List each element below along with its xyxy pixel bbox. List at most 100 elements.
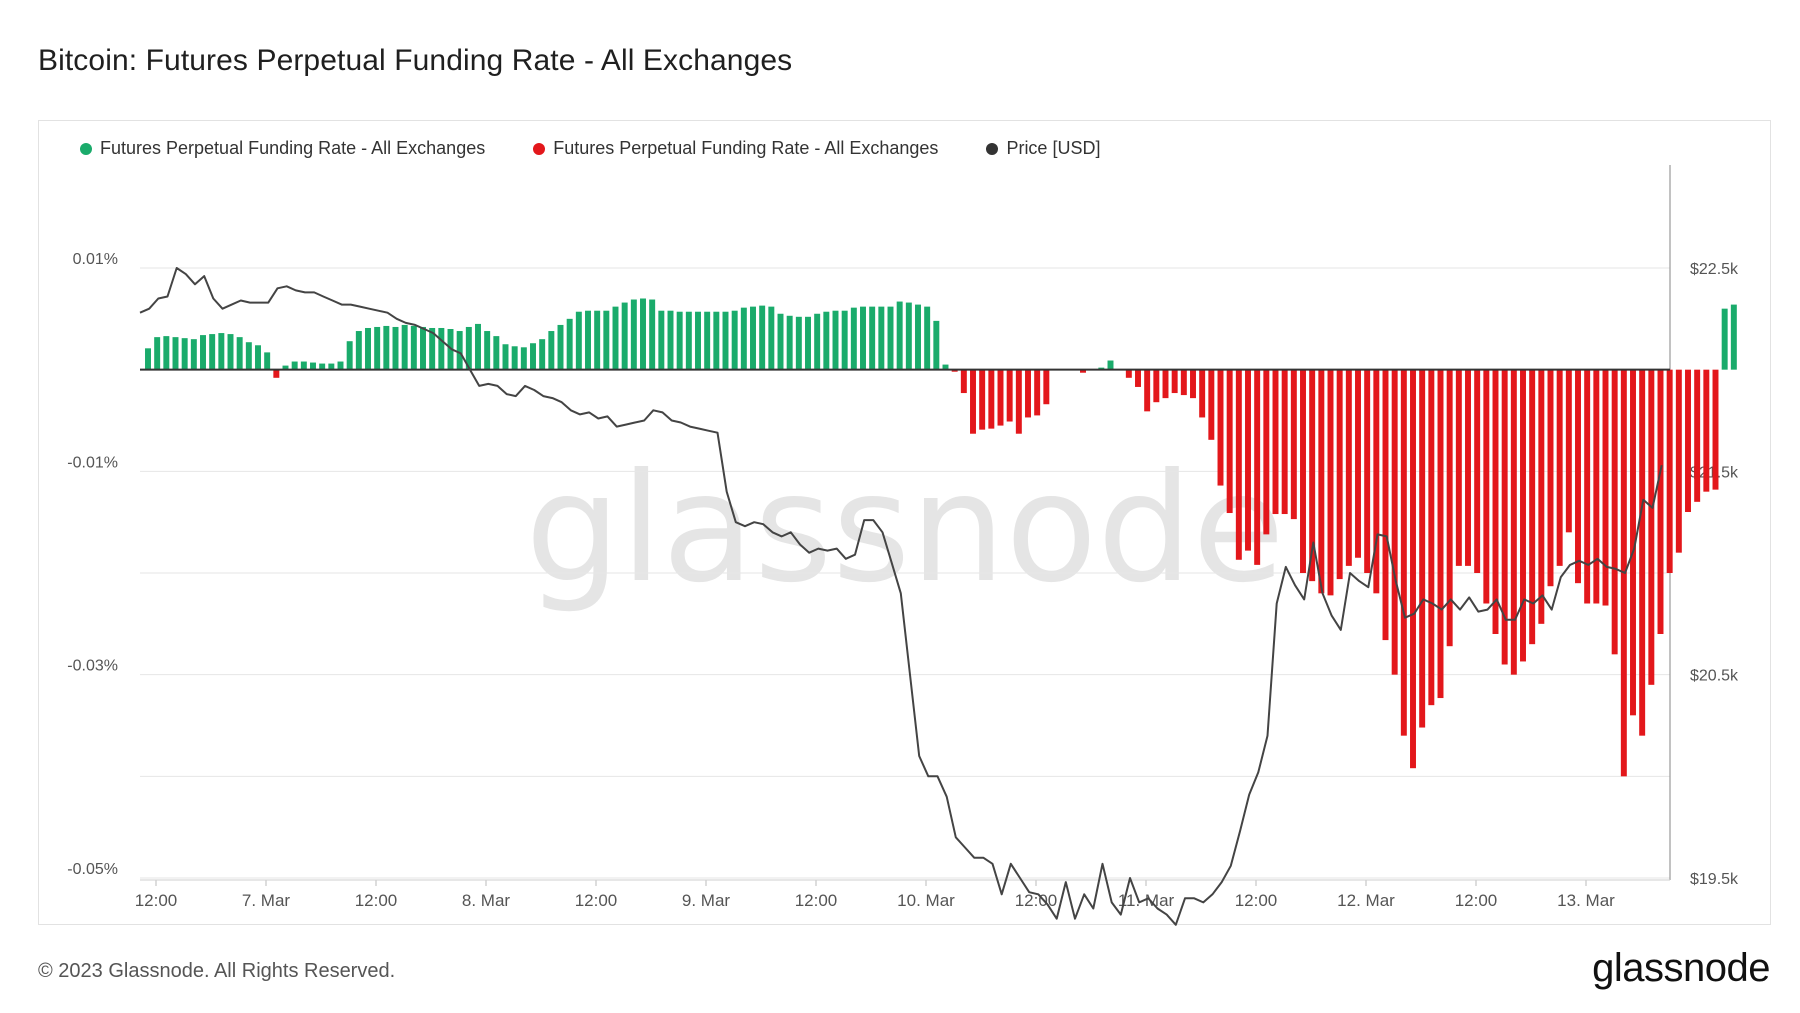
funding-bar-66 [750, 306, 756, 370]
legend-item-funding-positive[interactable]: Futures Perpetual Funding Rate - All Exc… [80, 138, 485, 159]
funding-bar-112 [1171, 369, 1178, 394]
watermark-text: glassnode [525, 442, 1284, 616]
funding-bar-17 [300, 361, 307, 370]
page-title: Bitcoin: Futures Perpetual Funding Rate … [38, 44, 793, 77]
funding-bar-121 [1254, 369, 1261, 565]
funding-bar-61 [704, 311, 711, 370]
footer-copyright: © 2023 Glassnode. All Rights Reserved. [38, 960, 396, 982]
funding-bar-73 [814, 313, 821, 370]
funding-bar-64 [731, 310, 738, 370]
y-right-tick-label-0: $22.5k [1690, 261, 1739, 278]
funding-bar-31 [429, 327, 436, 370]
legend-item-funding-negative[interactable]: Futures Perpetual Funding Rate - All Exc… [533, 138, 938, 159]
x-tick-label-2: 12:00 [355, 891, 398, 910]
funding-bar-80 [878, 306, 885, 370]
funding-bar-155 [1565, 369, 1572, 533]
funding-bar-134 [1373, 369, 1380, 594]
funding-bar-149 [1510, 369, 1517, 675]
funding-bar-114 [1190, 369, 1196, 399]
footer-logo: glassnode [1592, 946, 1770, 990]
funding-bar-137 [1400, 369, 1407, 736]
funding-bar-41 [520, 347, 527, 370]
y-left-tick-label-3: -0.05% [67, 861, 118, 878]
funding-bar-85 [924, 306, 931, 370]
chart-legend: Futures Perpetual Funding Rate - All Exc… [80, 138, 1100, 159]
legend-item-price[interactable]: Price [USD] [986, 138, 1100, 159]
funding-bar-170 [1703, 369, 1710, 492]
funding-bar-120 [1245, 369, 1251, 551]
chart-frame [38, 120, 1771, 925]
funding-bar-82 [896, 301, 903, 370]
funding-bar-131 [1345, 369, 1352, 566]
funding-bar-105 [1107, 360, 1114, 370]
funding-bar-157 [1584, 369, 1591, 604]
funding-bar-79 [869, 306, 876, 370]
funding-bar-126 [1300, 369, 1306, 573]
funding-bar-28 [401, 324, 408, 370]
funding-bar-59 [685, 311, 692, 370]
x-tick-label-4: 12:00 [575, 891, 618, 910]
funding-bar-70 [786, 315, 793, 370]
legend-dot-negative [533, 142, 546, 155]
legend-dot-price [986, 142, 999, 155]
funding-bar-84 [915, 304, 921, 370]
funding-bar-140 [1428, 369, 1435, 706]
funding-bar-16 [291, 361, 298, 370]
funding-bar-147 [1492, 369, 1499, 634]
funding-bar-153 [1547, 369, 1554, 587]
funding-bar-91 [979, 369, 986, 430]
funding-bar-19 [319, 363, 326, 370]
x-tick-label-7: 10. Mar [897, 891, 955, 910]
funding-bar-76 [841, 310, 848, 370]
funding-bar-165 [1657, 369, 1664, 634]
funding-bar-168 [1685, 369, 1691, 512]
legend-label-positive: Futures Perpetual Funding Rate - All Exc… [100, 138, 486, 158]
funding-bar-88 [951, 369, 958, 372]
funding-bar-69 [777, 313, 784, 370]
funding-bar-44 [548, 331, 555, 370]
funding-bar-46 [566, 318, 573, 370]
y-left-tick-label-1: -0.01% [67, 454, 118, 471]
funding-bar-24 [365, 327, 371, 370]
funding-bar-104 [1098, 367, 1105, 370]
funding-bar-145 [1474, 369, 1481, 573]
x-tick-label-11: 12. Mar [1337, 891, 1395, 910]
funding-bar-34 [456, 331, 463, 370]
funding-bar-152 [1538, 369, 1545, 624]
legend-label-price: Price [USD] [1006, 138, 1101, 158]
funding-bar-11 [245, 342, 252, 370]
funding-bar-62 [713, 311, 720, 370]
funding-bar-141 [1437, 369, 1444, 699]
funding-bar-94 [1006, 369, 1013, 422]
x-tick-label-1: 7. Mar [242, 891, 291, 910]
x-tick-label-0: 12:00 [135, 891, 178, 910]
funding-bar-158 [1593, 369, 1600, 604]
funding-bar-163 [1639, 369, 1646, 736]
funding-bar-150 [1520, 369, 1526, 662]
funding-bar-49 [594, 310, 601, 370]
funding-bar-107 [1125, 369, 1132, 378]
funding-bar-26 [383, 325, 390, 370]
funding-bar-8 [218, 333, 225, 370]
funding-bar-30 [420, 326, 426, 370]
funding-bar-75 [832, 310, 839, 370]
funding-bar-0 [145, 348, 151, 370]
funding-bar-58 [676, 311, 683, 370]
funding-bar-110 [1153, 369, 1160, 403]
funding-bar-151 [1529, 369, 1536, 645]
funding-bar-118 [1226, 369, 1233, 514]
funding-bar-111 [1162, 369, 1169, 399]
funding-bar-42 [530, 343, 536, 370]
funding-bar-109 [1144, 369, 1151, 412]
funding-bar-115 [1199, 369, 1206, 418]
funding-bar-113 [1180, 369, 1187, 396]
x-tick-label-9: 11. Mar [1118, 891, 1175, 910]
funding-bar-81 [887, 306, 894, 370]
price-line [139, 267, 1663, 926]
funding-bar-51 [612, 306, 619, 370]
funding-bar-116 [1208, 369, 1215, 440]
funding-bar-102 [1080, 369, 1086, 373]
funding-bar-23 [355, 331, 362, 370]
funding-bar-144 [1465, 369, 1471, 566]
